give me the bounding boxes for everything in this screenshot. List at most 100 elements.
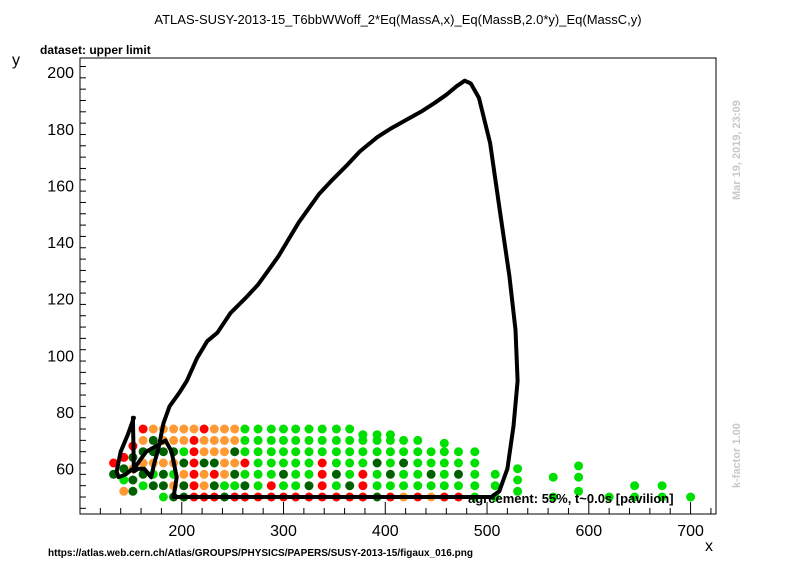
- data-point: [317, 481, 327, 491]
- x-tick-label: 600: [575, 523, 602, 540]
- data-point: [158, 492, 168, 502]
- y-axis-label: y: [12, 52, 20, 69]
- data-point: [317, 447, 327, 457]
- data-point: [209, 447, 219, 457]
- data-point: [426, 469, 436, 479]
- data-point: [199, 447, 209, 457]
- data-point: [179, 424, 189, 434]
- data-point: [230, 424, 240, 434]
- data-point: [399, 447, 409, 457]
- data-point: [220, 469, 229, 479]
- data-point: [304, 458, 314, 468]
- data-point: [253, 458, 263, 468]
- data-point: [279, 447, 288, 457]
- data-point: [209, 435, 219, 445]
- data-point: [266, 458, 276, 468]
- data-point: [426, 447, 436, 457]
- data-point: [304, 469, 314, 479]
- data-point: [189, 424, 199, 434]
- data-point: [179, 435, 189, 445]
- data-point: [169, 435, 179, 445]
- data-point: [199, 469, 209, 479]
- x-axis-label: x: [705, 538, 713, 555]
- data-point: [199, 435, 209, 445]
- data-point: [630, 481, 640, 491]
- data-point: [291, 447, 301, 457]
- data-point: [331, 447, 341, 457]
- data-point: [230, 481, 240, 491]
- data-points: [109, 424, 696, 502]
- data-point: [548, 472, 558, 482]
- data-point: [266, 469, 276, 479]
- data-point: [138, 481, 148, 491]
- y-tick-label: 160: [47, 178, 74, 195]
- data-point: [220, 481, 229, 491]
- data-point: [209, 481, 219, 491]
- data-point: [399, 481, 409, 491]
- y-tick-label: 180: [47, 122, 74, 139]
- data-point: [148, 435, 158, 445]
- data-point: [331, 481, 341, 491]
- data-point: [630, 492, 640, 502]
- data-point: [331, 435, 341, 445]
- data-point: [345, 481, 355, 491]
- chart-title: ATLAS-SUSY-2013-15_T6bbWWoff_2*Eq(MassA,…: [154, 12, 642, 27]
- data-point: [372, 430, 382, 440]
- data-point: [138, 424, 148, 434]
- data-point: [266, 435, 276, 445]
- y-tick-label: 100: [47, 348, 74, 365]
- x-tick-label: 500: [474, 523, 501, 540]
- data-point: [291, 435, 301, 445]
- data-point: [148, 481, 158, 491]
- data-point: [331, 424, 341, 434]
- agreement-label: agreement: 55%, t~0.0s [pavilion]: [468, 491, 674, 506]
- data-point: [119, 464, 129, 474]
- data-point: [439, 469, 449, 479]
- y-tick-label: 140: [47, 235, 74, 252]
- data-point: [253, 481, 263, 491]
- data-point: [513, 464, 523, 474]
- data-point: [385, 469, 395, 479]
- data-point: [413, 481, 423, 491]
- data-point: [331, 469, 341, 479]
- data-point: [266, 424, 276, 434]
- data-point: [317, 435, 327, 445]
- axes: 200 300 400 500 600 700 60 80 100 120 140 160 180 200: [47, 57, 717, 540]
- data-point: [372, 458, 382, 468]
- data-point: [358, 430, 368, 440]
- data-point: [513, 486, 523, 496]
- data-point: [128, 486, 138, 496]
- y-tick-label: 200: [47, 65, 74, 82]
- data-point: [240, 435, 250, 445]
- data-point: [220, 435, 229, 445]
- data-point: [574, 461, 584, 471]
- data-point: [470, 447, 480, 457]
- x-tick-label: 700: [677, 523, 704, 540]
- data-point: [291, 424, 301, 434]
- data-point: [119, 486, 129, 496]
- data-point: [686, 492, 696, 502]
- data-point: [158, 469, 168, 479]
- data-point: [279, 458, 288, 468]
- data-point: [189, 447, 199, 457]
- data-point: [358, 469, 368, 479]
- data-point: [291, 458, 301, 468]
- data-point: [317, 458, 327, 468]
- timestamp-label: Mar 19, 2019, 23:09: [731, 100, 743, 200]
- data-point: [179, 447, 189, 457]
- data-point: [240, 469, 250, 479]
- data-point: [109, 458, 119, 468]
- data-point: [279, 424, 288, 434]
- data-point: [399, 458, 409, 468]
- data-point: [291, 481, 301, 491]
- data-point: [199, 424, 209, 434]
- data-point: [240, 424, 250, 434]
- data-point: [279, 435, 288, 445]
- x-tick-label: 300: [270, 523, 297, 540]
- data-point: [158, 458, 168, 468]
- data-point: [372, 447, 382, 457]
- data-point: [385, 430, 395, 440]
- data-point: [426, 481, 436, 491]
- data-point: [454, 458, 463, 468]
